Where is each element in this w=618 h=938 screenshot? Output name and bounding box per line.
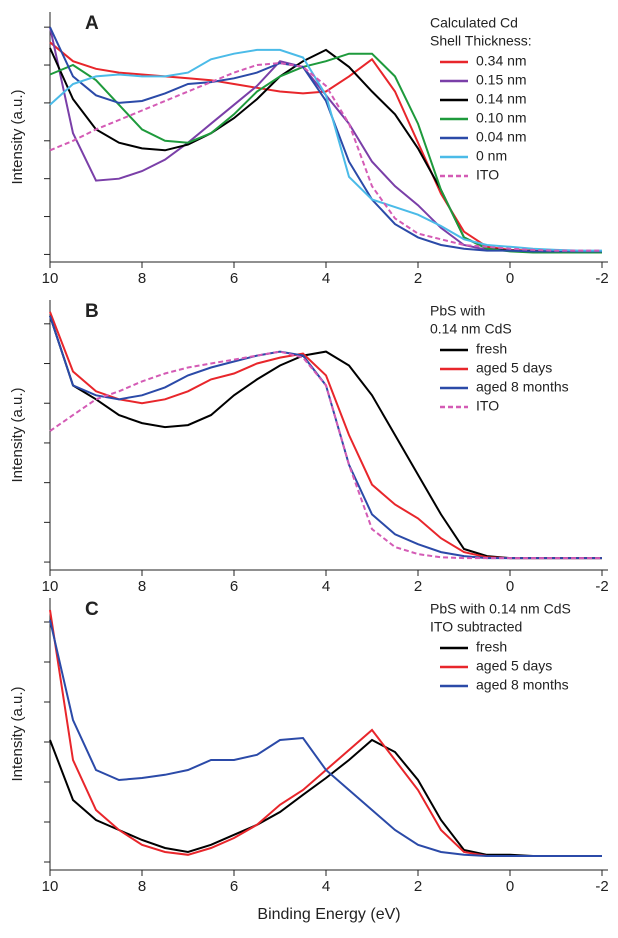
x-tick-label: 10 [42,578,59,595]
panel-label: C [85,599,99,620]
legend: PbS with 0.14 nm CdS ITO subtracted fresh a… [430,601,571,693]
legend-label: aged 8 months [476,379,569,395]
x-tick-label: 10 [42,270,59,287]
x-tick-label: 2 [414,270,422,287]
series-line [49,311,602,560]
series-line [49,48,602,252]
legend-title: PbS with [430,303,485,319]
legend-label: ITO [476,167,499,183]
series-line [49,609,602,857]
legend-label: 0.10 nm [476,110,527,126]
x-tick-label: 8 [138,578,146,595]
x-tick-label: 0 [506,878,514,895]
x-tick-label: -2 [595,878,608,895]
panel-label: B [85,301,99,322]
legend-title: 0.14 nm CdS [430,321,512,337]
x-tick-label: -2 [595,578,608,595]
y-axis-label: Intensity (a.u.) [9,387,26,482]
legend-title: Shell Thickness: [430,33,532,49]
panel: 10 8 6 4 2 0 -2 A Intensity (a.u.) Calculated Cd S… [9,12,609,287]
y-axis-label: Intensity (a.u.) [9,686,26,781]
x-tick-label: 4 [322,270,330,287]
legend-title: PbS with 0.14 nm CdS [430,601,571,617]
x-tick-label: 4 [322,578,330,595]
panel: 10 8 6 4 2 0 -2 B Intensity (a.u.) PbS with 0.14 n… [9,300,609,595]
x-tick-label: 0 [506,270,514,287]
x-tick-label: 2 [414,578,422,595]
x-axis-label: Binding Energy (eV) [257,906,400,923]
series-line [49,315,602,560]
series-line [49,62,602,252]
x-tick-label: 0 [506,578,514,595]
legend-label: fresh [476,639,507,655]
x-tick-label: 6 [230,578,238,595]
legend-label: aged 8 months [476,677,569,693]
legend-title: Calculated Cd [430,15,518,31]
series-line [49,738,602,857]
legend-label: 0.15 nm [476,72,527,88]
legend: Calculated Cd Shell Thickness: 0.34 nm 0.15… [430,15,532,183]
x-tick-label: 2 [414,878,422,895]
legend-label: 0.34 nm [476,53,527,69]
legend-label: ITO [476,398,499,414]
x-tick-label: 8 [138,270,146,287]
legend-label: 0.14 nm [476,91,527,107]
panel: 10 8 6 4 2 0 -2 C Intensity (a.u.) Binding Energy… [9,598,609,923]
x-tick-label: 6 [230,878,238,895]
panel-label: A [85,13,99,34]
y-axis-label: Intensity (a.u.) [9,89,26,184]
x-tick-label: 4 [322,878,330,895]
x-tick-label: 8 [138,878,146,895]
series-line [49,26,602,253]
x-tick-label: 6 [230,270,238,287]
series-line [49,619,602,857]
x-tick-label: -2 [595,270,608,287]
legend-label: aged 5 days [476,360,552,376]
legend-label: aged 5 days [476,658,552,674]
x-tick-label: 10 [42,878,59,895]
legend-label: fresh [476,341,507,357]
legend: PbS with 0.14 nm CdS fresh aged 5 days aged … [430,303,569,414]
legend-label: 0 nm [476,148,507,164]
legend-title: ITO subtracted [430,619,522,635]
legend-label: 0.04 nm [476,129,527,145]
series-line [49,350,602,560]
